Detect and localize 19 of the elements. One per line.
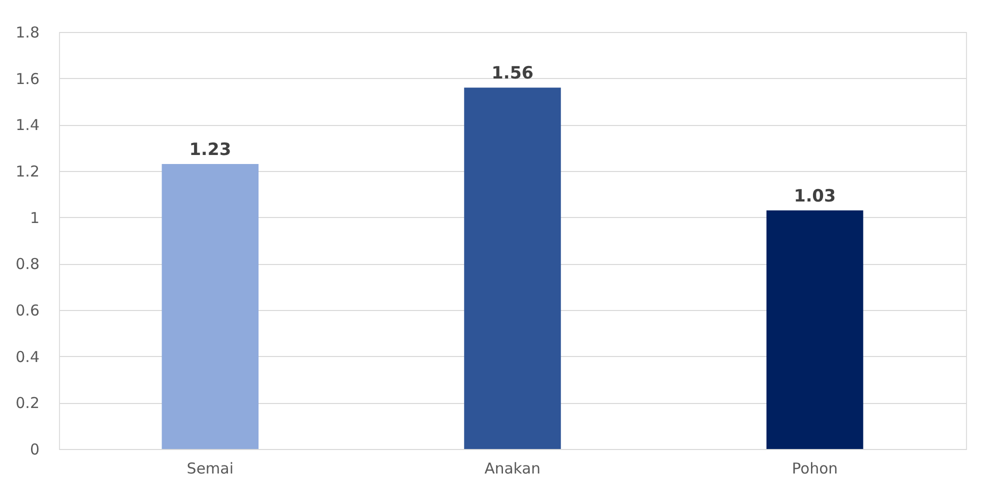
data-label: 1.56	[492, 64, 534, 84]
y-tick-label: 0	[30, 440, 40, 458]
x-tick-label: Pohon	[792, 460, 838, 478]
y-tick-label: 0.8	[16, 255, 40, 274]
bar	[464, 88, 561, 449]
y-tick-label: 0.2	[16, 394, 40, 412]
y-tick-label: 0.6	[16, 302, 40, 320]
data-label: 1.03	[794, 186, 836, 206]
bar	[766, 210, 864, 449]
y-tick-label: 0.4	[16, 348, 40, 366]
bar	[162, 164, 259, 449]
x-tick-label: Anakan	[484, 460, 541, 478]
y-tick-label: 1	[30, 208, 40, 227]
y-tick-label: 1.8	[16, 24, 40, 42]
y-tick-label: 1.2	[16, 162, 40, 180]
data-label: 1.23	[189, 140, 232, 160]
y-tick-label: 1.4	[16, 116, 40, 134]
y-tick-label: 1.6	[16, 70, 40, 88]
x-tick-label: Semai	[186, 460, 234, 478]
